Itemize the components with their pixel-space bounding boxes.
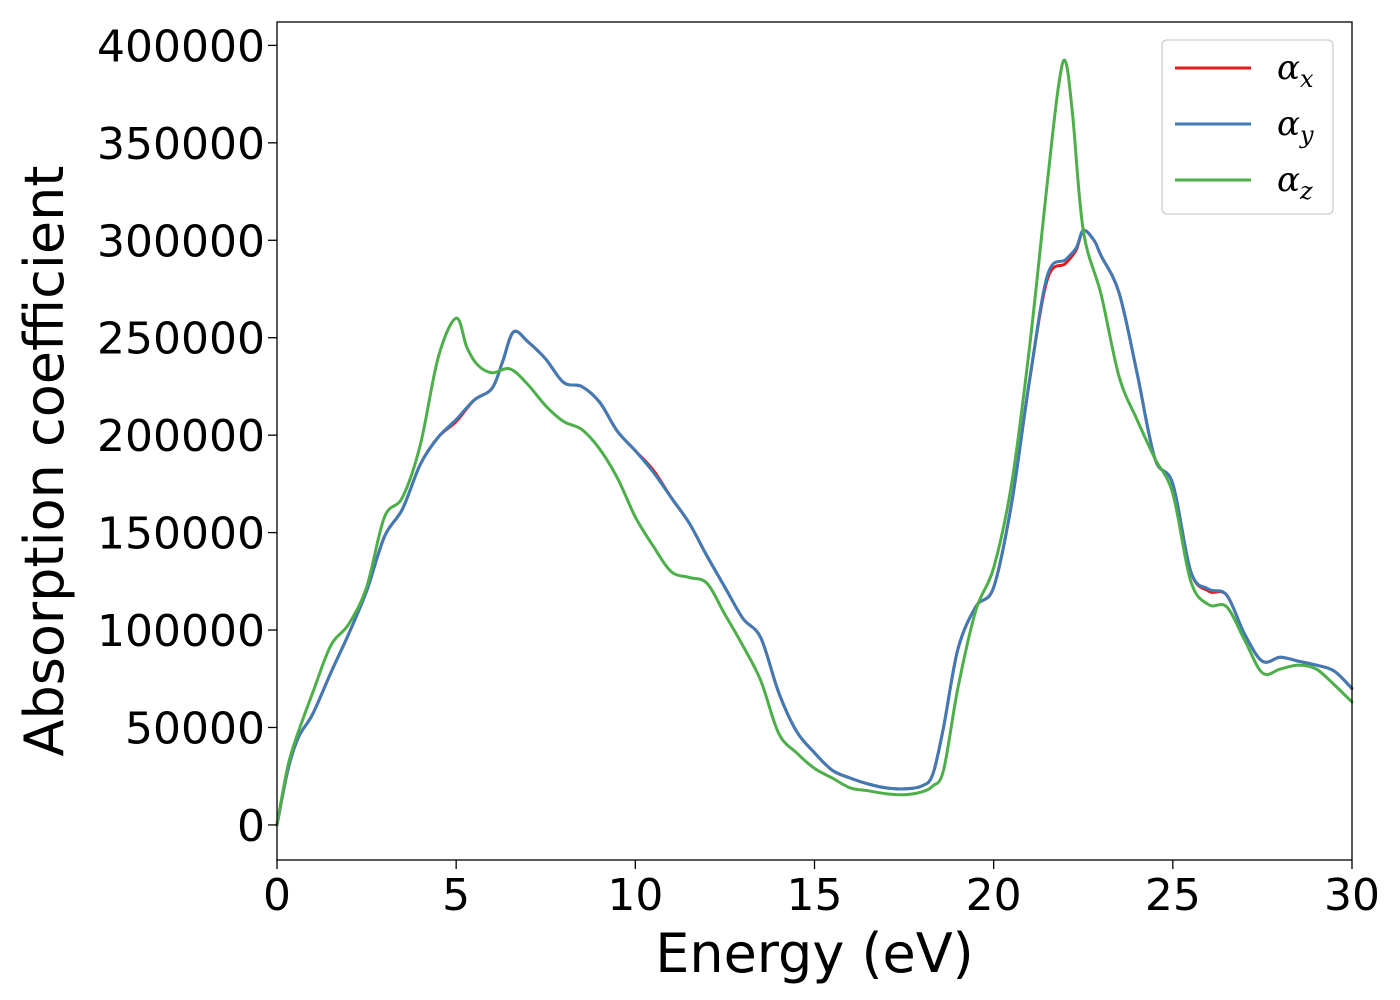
series-line-x xyxy=(275,228,1354,827)
x-tick-label: 10 xyxy=(607,870,663,921)
y-tick-label: 250000 xyxy=(97,314,265,365)
y-tick-label: 150000 xyxy=(97,509,265,560)
series-line-z xyxy=(275,58,1354,827)
x-axis: 0 5 10 15 20 25 30 xyxy=(263,860,1380,921)
series-line-y xyxy=(275,228,1354,827)
y-tick-label: 200000 xyxy=(97,411,265,462)
legend-label-y: αy xyxy=(1277,104,1314,149)
legend-box xyxy=(1161,39,1334,215)
y-axis: 0 50000 100000 150000 200000 250000 300000 3500… xyxy=(97,21,277,852)
y-tick-label: 300000 xyxy=(97,216,265,267)
y-tick-label: 0 xyxy=(237,801,265,852)
y-axis-title: Absorption coefficient xyxy=(13,166,76,757)
y-tick-label: 350000 xyxy=(97,119,265,170)
x-tick-label: 30 xyxy=(1324,870,1380,921)
x-tick-label: 5 xyxy=(442,870,470,921)
y-tick-label: 50000 xyxy=(125,703,265,754)
x-tick-label: 25 xyxy=(1145,870,1201,921)
x-tick-label: 20 xyxy=(966,870,1022,921)
y-tick-label: 100000 xyxy=(97,606,265,657)
legend: αx αy αz xyxy=(1161,39,1334,215)
legend-label-x: αx xyxy=(1277,48,1314,93)
y-tick-label: 400000 xyxy=(97,21,265,72)
x-tick-label: 15 xyxy=(787,870,843,921)
x-axis-title: Energy (eV) xyxy=(655,922,974,985)
plot-lines xyxy=(275,58,1354,827)
legend-label-z: αz xyxy=(1277,160,1313,205)
x-tick-label: 0 xyxy=(263,870,291,921)
